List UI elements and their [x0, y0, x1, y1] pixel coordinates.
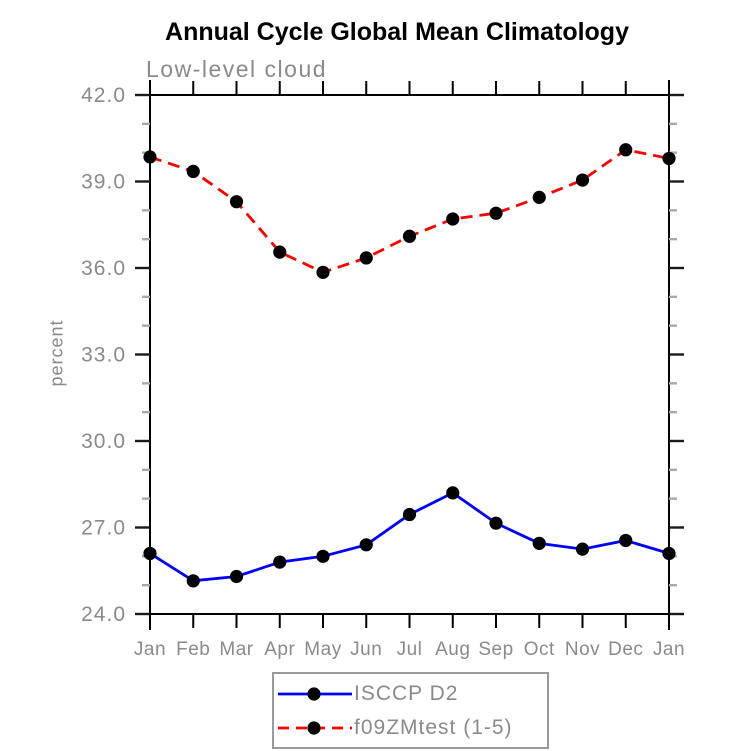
x-tick-label: Feb [176, 639, 210, 660]
chart-subtitle: Low-level cloud [146, 56, 328, 82]
data-point-marker [619, 143, 633, 157]
data-point-marker [143, 150, 157, 164]
series-line [149, 491, 670, 583]
data-point-marker [316, 549, 330, 563]
data-point-marker [273, 245, 287, 259]
data-point-marker [489, 206, 503, 220]
x-tick-label: Apr [264, 639, 295, 660]
series-line [149, 148, 670, 274]
data-point-marker [402, 507, 417, 522]
data-point-marker [489, 516, 503, 530]
data-point-marker [359, 538, 373, 552]
legend-item-f09zmtest: f09ZMtest (1-5) [278, 711, 547, 745]
data-point-marker [575, 542, 590, 556]
data-point-marker [273, 555, 287, 569]
data-point-marker [143, 546, 157, 561]
x-tick-label: Aug [435, 639, 470, 660]
x-tick-label: Oct [524, 639, 555, 660]
data-point-marker [229, 195, 244, 209]
legend-item-isccp-d2: ISCCP D2 [278, 677, 547, 711]
data-point-marker [359, 251, 373, 265]
data-point-marker [619, 533, 633, 548]
data-point-marker [662, 151, 676, 166]
legend-box: ISCCP D2 f09ZMtest (1-5) [272, 672, 549, 749]
y-tick-label: 27.0 [81, 517, 126, 540]
data-point-marker [186, 164, 200, 179]
legend-label: ISCCP D2 [354, 681, 459, 705]
data-point-marker [402, 229, 417, 243]
data-point-marker [575, 173, 590, 187]
x-tick-label: Dec [608, 639, 643, 660]
data-point-marker [446, 486, 460, 500]
y-tick-label: 33.0 [81, 344, 126, 367]
x-tick-label: Jun [350, 639, 382, 660]
y-tick-label: 30.0 [81, 430, 126, 453]
data-point-marker [229, 569, 244, 584]
y-tick-label: 39.0 [81, 171, 126, 194]
x-tick-label: May [304, 639, 341, 660]
y-tick-label: 42.0 [81, 84, 126, 107]
data-point-marker [316, 265, 330, 279]
data-point-marker [532, 536, 546, 550]
y-tick-label: 36.0 [81, 257, 126, 280]
x-tick-label: Sep [478, 639, 513, 660]
x-tick-label: Nov [565, 639, 600, 660]
x-tick-label: Jul [397, 639, 423, 660]
chart-title: Annual Cycle Global Mean Climatology [165, 18, 629, 46]
legend-dashed-line-marker-sample [278, 720, 352, 735]
data-point-marker [446, 212, 460, 226]
legend-solid-line-marker-sample [278, 686, 352, 701]
x-tick-label: Jan [134, 639, 166, 660]
y-tick-label: 24.0 [81, 603, 126, 626]
data-point-marker [532, 190, 546, 204]
x-tick-label: Jan [653, 639, 685, 660]
x-tick-label: Mar [219, 639, 253, 660]
data-point-marker [662, 546, 676, 561]
data-point-marker [186, 574, 200, 588]
legend-label: f09ZMtest (1-5) [354, 715, 513, 739]
